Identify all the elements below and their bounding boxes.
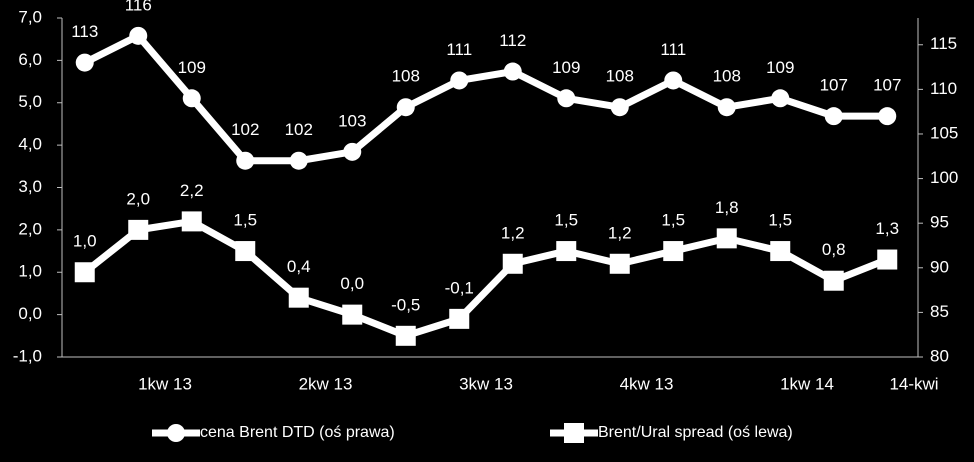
- legend-label: Brent/Ural spread (oś lewa): [598, 424, 793, 441]
- data-label: 102: [231, 120, 259, 139]
- x-tick-label: 14-kwi: [889, 374, 938, 393]
- series-line: [83, 32, 888, 165]
- point: [770, 241, 791, 262]
- x-tick-label: 1kw 14: [780, 374, 834, 393]
- point: [609, 253, 630, 274]
- point: [663, 241, 684, 262]
- point: [288, 287, 309, 308]
- data-label: 103: [338, 111, 366, 130]
- point: [717, 98, 736, 117]
- data-label: 1,3: [875, 219, 899, 238]
- data-label: 108: [392, 67, 420, 86]
- data-label: 1,5: [233, 211, 257, 230]
- point: [610, 98, 629, 117]
- point: [823, 270, 844, 291]
- data-label: 111: [660, 40, 686, 59]
- point: [343, 142, 362, 161]
- legend-label: cena Brent DTD (oś prawa): [200, 424, 395, 441]
- legend-marker: [167, 424, 185, 442]
- point: [716, 228, 737, 249]
- point: [74, 262, 95, 283]
- series-line: [82, 217, 889, 340]
- data-label: 1,5: [661, 211, 685, 230]
- x-tick-label: 2kw 13: [299, 374, 353, 393]
- point: [236, 151, 255, 170]
- point: [824, 107, 843, 126]
- data-label: 109: [178, 58, 206, 77]
- point: [664, 71, 683, 90]
- y-tick-label: 3,0: [18, 177, 42, 196]
- data-label: 2,0: [126, 189, 150, 208]
- y-tick-label: -1,0: [13, 346, 42, 365]
- x-tick-label: 3kw 13: [459, 374, 513, 393]
- legend-marker: [564, 423, 584, 443]
- point: [182, 89, 201, 108]
- y-tick-label: 4,0: [18, 135, 42, 154]
- data-label: 109: [552, 58, 580, 77]
- data-label: 102: [285, 120, 313, 139]
- point: [235, 241, 256, 262]
- data-label: 1,2: [501, 223, 525, 242]
- point: [771, 89, 790, 108]
- data-label: 112: [499, 31, 526, 50]
- x-tick-label: 1kw 13: [138, 374, 192, 393]
- point: [75, 53, 94, 72]
- data-label: -0,1: [445, 278, 474, 297]
- point: [450, 71, 469, 90]
- data-label: 1,5: [768, 211, 792, 230]
- data-label: 113: [71, 22, 98, 41]
- point: [556, 241, 577, 262]
- data-label: 1,0: [73, 232, 97, 251]
- point: [128, 219, 149, 240]
- data-label: 1,5: [554, 211, 578, 230]
- point: [395, 325, 416, 346]
- y2-tick-label: 105: [930, 123, 958, 142]
- data-label: 0,4: [287, 257, 311, 276]
- data-label: 0,0: [340, 274, 364, 293]
- point: [502, 253, 523, 274]
- y-tick-label: 1,0: [18, 262, 42, 281]
- y-tick-label: 0,0: [18, 304, 42, 323]
- y2-tick-label: 95: [930, 213, 949, 232]
- data-label: 107: [873, 76, 901, 95]
- y-tick-label: 2,0: [18, 219, 42, 238]
- point: [878, 107, 897, 126]
- y2-tick-label: 80: [930, 346, 949, 365]
- y2-tick-label: 110: [930, 79, 957, 98]
- y-tick-label: 6,0: [18, 50, 42, 69]
- point: [289, 151, 308, 170]
- data-label: 1,2: [608, 223, 632, 242]
- x-tick-label: 4kw 13: [620, 374, 674, 393]
- point: [557, 89, 576, 108]
- data-label: 108: [606, 67, 634, 86]
- data-label: 2,2: [180, 181, 204, 200]
- point: [129, 26, 148, 45]
- point: [396, 98, 415, 117]
- point: [181, 211, 202, 232]
- data-label: 107: [820, 76, 848, 95]
- y2-tick-label: 85: [930, 302, 949, 321]
- data-label: 1,8: [715, 198, 739, 217]
- data-label: 0,8: [822, 240, 846, 259]
- data-label: 116: [125, 0, 152, 14]
- y-tick-label: 5,0: [18, 92, 42, 111]
- point: [449, 308, 470, 329]
- y2-tick-label: 115: [930, 34, 957, 53]
- point: [342, 304, 363, 325]
- data-label: 111: [446, 40, 472, 59]
- y-tick-label: 7,0: [18, 7, 42, 26]
- data-label: 109: [766, 58, 794, 77]
- point: [877, 249, 898, 270]
- data-label: -0,5: [391, 295, 420, 314]
- y2-tick-label: 90: [930, 257, 949, 276]
- point: [503, 62, 522, 81]
- data-label: 108: [713, 67, 741, 86]
- y2-tick-label: 100: [930, 168, 958, 187]
